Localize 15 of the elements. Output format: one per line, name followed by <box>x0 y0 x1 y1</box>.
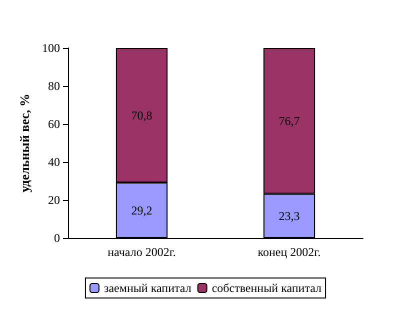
x-tick-label: конец 2002г. <box>258 245 321 259</box>
x-tick-label: начало 2002г. <box>108 245 176 259</box>
data-label: 29,2 <box>131 203 152 218</box>
data-label: 76,7 <box>278 114 300 128</box>
y-tick-label: 40 <box>48 155 60 169</box>
y-tick-label: 0 <box>54 231 60 245</box>
data-label: 23,3 <box>278 208 300 223</box>
data-label: 70,8 <box>131 108 152 122</box>
y-tick-label: 60 <box>48 117 60 131</box>
legend-label: собственный капитал <box>212 281 322 295</box>
y-tick-label: 80 <box>48 79 60 93</box>
y-axis-title: удельный вес, % <box>17 94 32 192</box>
y-tick-label: 100 <box>42 41 60 55</box>
legend-label: заемный капитал <box>104 281 192 295</box>
y-tick-label: 20 <box>48 193 60 207</box>
